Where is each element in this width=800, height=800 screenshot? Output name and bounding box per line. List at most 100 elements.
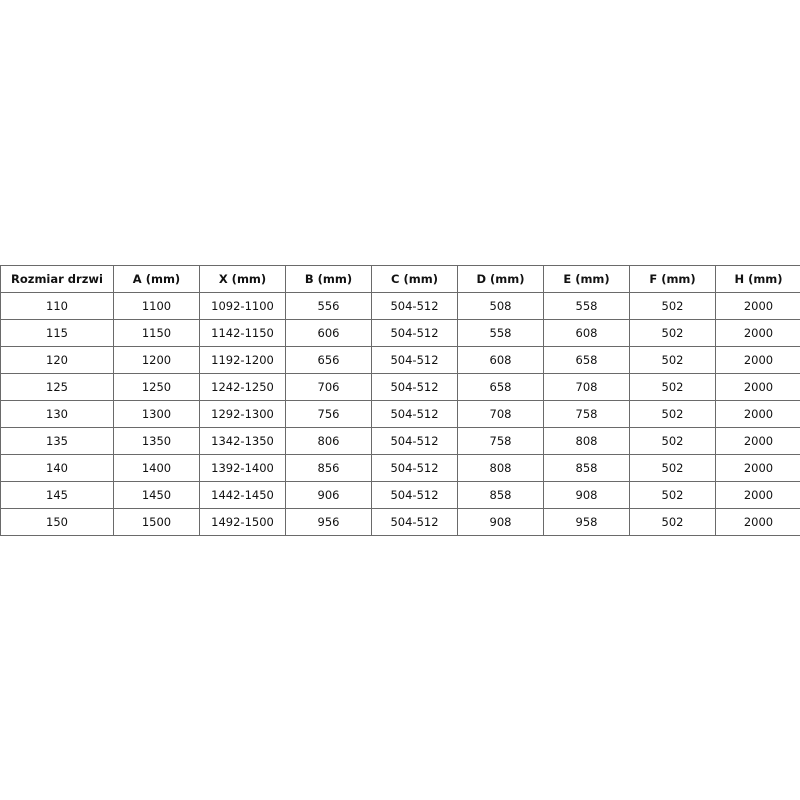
- table-cell: 2000: [715, 481, 800, 509]
- table-cell: 2000: [715, 373, 800, 401]
- table-cell: 2000: [715, 346, 800, 374]
- column-header: B (mm): [285, 265, 372, 293]
- table-row: 130 1300 1292-1300 756 504-512 708 758 502 2000: [0, 400, 800, 428]
- table-cell: 1450: [113, 481, 200, 509]
- table-cell: 1192-1200: [199, 346, 286, 374]
- table-cell: 125: [0, 373, 114, 401]
- table-cell: 1142-1150: [199, 319, 286, 347]
- table-cell: 150: [0, 508, 114, 536]
- table-cell: 608: [543, 319, 630, 347]
- table-cell: 504-512: [371, 319, 458, 347]
- table-cell: 1392-1400: [199, 454, 286, 482]
- table-cell: 956: [285, 508, 372, 536]
- table-cell: 504-512: [371, 400, 458, 428]
- column-header: C (mm): [371, 265, 458, 293]
- table-cell: 508: [457, 292, 544, 320]
- table-cell: 1100: [113, 292, 200, 320]
- table-cell: 1350: [113, 427, 200, 455]
- dimensions-table: Rozmiar drzwi A (mm) X (mm) B (mm) C (mm) D (…: [0, 265, 800, 536]
- column-header: F (mm): [629, 265, 716, 293]
- table-cell: 504-512: [371, 454, 458, 482]
- table-cell: 1242-1250: [199, 373, 286, 401]
- table-cell: 558: [543, 292, 630, 320]
- table-cell: 504-512: [371, 481, 458, 509]
- table-cell: 502: [629, 454, 716, 482]
- table-cell: 858: [543, 454, 630, 482]
- table-row: 110 1100 1092-1100 556 504-512 508 558 502 2000: [0, 292, 800, 320]
- table-row: 135 1350 1342-1350 806 504-512 758 808 502 2000: [0, 427, 800, 455]
- table-cell: 110: [0, 292, 114, 320]
- table-cell: 135: [0, 427, 114, 455]
- table-cell: 1150: [113, 319, 200, 347]
- table-cell: 556: [285, 292, 372, 320]
- table-cell: 558: [457, 319, 544, 347]
- table-cell: 502: [629, 346, 716, 374]
- table-cell: 504-512: [371, 346, 458, 374]
- table-cell: 706: [285, 373, 372, 401]
- table-cell: 708: [543, 373, 630, 401]
- table-cell: 1092-1100: [199, 292, 286, 320]
- column-header: A (mm): [113, 265, 200, 293]
- table-cell: 502: [629, 373, 716, 401]
- table-cell: 856: [285, 454, 372, 482]
- table-cell: 808: [457, 454, 544, 482]
- table-cell: 2000: [715, 508, 800, 536]
- table-cell: 502: [629, 400, 716, 428]
- table-cell: 145: [0, 481, 114, 509]
- table-row: 120 1200 1192-1200 656 504-512 608 658 502 2000: [0, 346, 800, 374]
- table-cell: 504-512: [371, 427, 458, 455]
- table-cell: 708: [457, 400, 544, 428]
- table-cell: 115: [0, 319, 114, 347]
- table-cell: 504-512: [371, 508, 458, 536]
- table-cell: 130: [0, 400, 114, 428]
- header-row: Rozmiar drzwi A (mm) X (mm) B (mm) C (mm) D (…: [0, 265, 800, 293]
- table-cell: 958: [543, 508, 630, 536]
- table-cell: 502: [629, 481, 716, 509]
- table-row: 140 1400 1392-1400 856 504-512 808 858 502 2000: [0, 454, 800, 482]
- table-cell: 608: [457, 346, 544, 374]
- table-row: 125 1250 1242-1250 706 504-512 658 708 502 2000: [0, 373, 800, 401]
- table-cell: 658: [457, 373, 544, 401]
- table-row: 115 1150 1142-1150 606 504-512 558 608 502 2000: [0, 319, 800, 347]
- table-cell: 1200: [113, 346, 200, 374]
- table-cell: 502: [629, 427, 716, 455]
- table-cell: 1400: [113, 454, 200, 482]
- table-cell: 502: [629, 319, 716, 347]
- table-cell: 906: [285, 481, 372, 509]
- table-cell: 756: [285, 400, 372, 428]
- column-header: E (mm): [543, 265, 630, 293]
- table-cell: 1342-1350: [199, 427, 286, 455]
- table-cell: 502: [629, 508, 716, 536]
- table-cell: 2000: [715, 292, 800, 320]
- table-cell: 908: [457, 508, 544, 536]
- table-cell: 1250: [113, 373, 200, 401]
- table-cell: 2000: [715, 400, 800, 428]
- table-cell: 908: [543, 481, 630, 509]
- table-cell: 1292-1300: [199, 400, 286, 428]
- table-row: 145 1450 1442-1450 906 504-512 858 908 502 2000: [0, 481, 800, 509]
- column-header: H (mm): [715, 265, 800, 293]
- table-cell: 2000: [715, 427, 800, 455]
- table-cell: 1500: [113, 508, 200, 536]
- table-cell: 2000: [715, 454, 800, 482]
- table-row: 150 1500 1492-1500 956 504-512 908 958 502 2000: [0, 508, 800, 536]
- table-cell: 1442-1450: [199, 481, 286, 509]
- column-header: Rozmiar drzwi: [0, 265, 114, 293]
- table-cell: 808: [543, 427, 630, 455]
- table-cell: 1492-1500: [199, 508, 286, 536]
- column-header: D (mm): [457, 265, 544, 293]
- table-cell: 658: [543, 346, 630, 374]
- table-cell: 502: [629, 292, 716, 320]
- table-cell: 120: [0, 346, 114, 374]
- table-cell: 1300: [113, 400, 200, 428]
- table-cell: 858: [457, 481, 544, 509]
- table-cell: 758: [457, 427, 544, 455]
- table-cell: 140: [0, 454, 114, 482]
- table-cell: 504-512: [371, 292, 458, 320]
- table-cell: 656: [285, 346, 372, 374]
- table-cell: 504-512: [371, 373, 458, 401]
- column-header: X (mm): [199, 265, 286, 293]
- table-cell: 758: [543, 400, 630, 428]
- table-cell: 2000: [715, 319, 800, 347]
- table-cell: 606: [285, 319, 372, 347]
